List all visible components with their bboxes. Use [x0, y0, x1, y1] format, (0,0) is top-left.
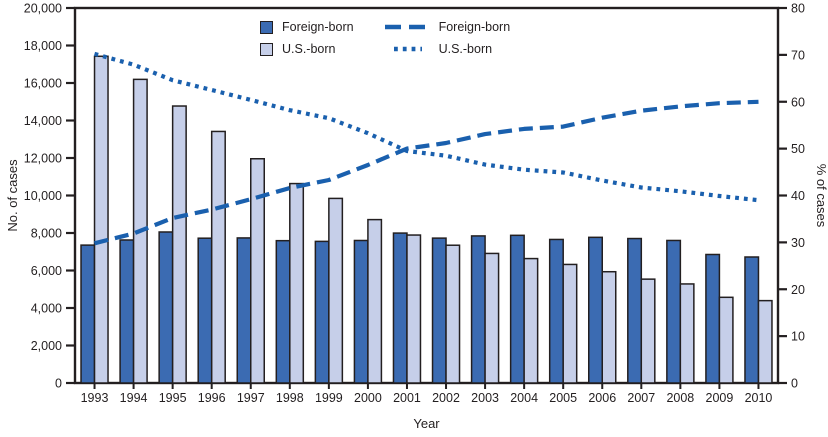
left-axis-tick-label: 16,000	[24, 77, 62, 91]
x-axis-tick-label: 1994	[120, 391, 148, 405]
x-axis-tick-label: 2006	[588, 391, 616, 405]
x-axis-tick-label: 1999	[315, 391, 343, 405]
right-axis-tick-label: 80	[791, 2, 805, 16]
bar	[548, 238, 564, 384]
bar	[509, 234, 525, 384]
bar	[392, 232, 408, 384]
left-axis-tick-label: 6,000	[31, 264, 62, 278]
foreign-born-bar-swatch-icon	[260, 20, 273, 34]
bar	[718, 296, 734, 384]
bar	[601, 270, 617, 384]
bar	[80, 244, 96, 384]
x-axis-tick-label: 2001	[393, 391, 421, 405]
legend-item-bar-us-born: U.S.-born	[260, 42, 354, 56]
right-axis-tick-label: 20	[791, 283, 805, 297]
bar	[445, 244, 461, 384]
bar	[757, 299, 773, 384]
left-axis-tick-label: 12,000	[24, 152, 62, 166]
bar	[289, 182, 305, 384]
left-axis-tick-label: 14,000	[24, 114, 62, 128]
legend-label: Foreign-born	[282, 20, 354, 34]
x-axis-tick-label: 1998	[276, 391, 304, 405]
bar	[666, 239, 682, 384]
bar	[705, 253, 721, 384]
right-axis-tick-label: 0	[791, 377, 798, 391]
bar	[119, 239, 135, 384]
bar	[171, 105, 187, 384]
x-axis-tick-label: 2002	[432, 391, 460, 405]
right-axis-title: % of cases	[814, 164, 828, 228]
legend-item-bar-foreign-born: Foreign-born	[260, 20, 354, 34]
left-axis-tick-label: 0	[55, 377, 62, 391]
chart-legend: Foreign-born Foreign-born U.S.-born U.S.…	[260, 20, 510, 56]
legend-item-line-us-born: U.S.-born	[384, 42, 511, 56]
dashed-line-sample-icon	[384, 24, 429, 30]
right-axis-tick-label: 60	[791, 95, 805, 109]
x-axis-tick-label: 2007	[627, 391, 655, 405]
bar	[640, 278, 656, 384]
bar	[236, 237, 252, 384]
x-axis-tick-label: 1995	[159, 391, 187, 405]
left-axis-tick-label: 8,000	[31, 227, 62, 241]
left-axis-title: No. of cases	[5, 159, 20, 232]
bar	[197, 237, 213, 384]
bar	[250, 158, 265, 384]
bar	[431, 237, 447, 384]
left-axis-tick-label: 10,000	[24, 189, 62, 203]
right-axis-tick-label: 70	[791, 48, 805, 62]
bar	[744, 256, 760, 384]
legend-label: Foreign-born	[438, 20, 511, 34]
bar	[93, 55, 109, 384]
x-axis-tick-label: 1996	[198, 391, 226, 405]
bar	[328, 197, 344, 384]
bar	[353, 239, 369, 384]
x-axis-tick-label: 2009	[706, 391, 734, 405]
x-axis-tick-label: 1997	[237, 391, 265, 405]
right-axis-tick-label: 10	[791, 330, 805, 344]
left-axis-tick-label: 20,000	[24, 2, 62, 16]
bar	[627, 237, 643, 384]
line-foreign-born	[93, 99, 759, 246]
dotted-line-sample-icon	[393, 46, 422, 52]
left-axis-tick-label: 18,000	[24, 39, 62, 53]
right-axis-tick-label: 50	[791, 142, 805, 156]
bar	[588, 236, 603, 384]
bar	[484, 252, 500, 384]
x-axis-tick-label: 2004	[510, 391, 538, 405]
x-axis-tick-label: 2005	[549, 391, 577, 405]
x-axis-tick-label: 2010	[745, 391, 773, 405]
x-axis-tick-label: 2003	[471, 391, 499, 405]
x-axis-tick-label: 2008	[666, 391, 694, 405]
x-axis-tick-label: 2000	[354, 391, 382, 405]
left-axis-tick-label: 4,000	[31, 302, 62, 316]
bar	[275, 239, 291, 384]
us-born-bar-swatch-icon	[260, 42, 273, 56]
bar	[367, 218, 383, 384]
line-us-born	[93, 51, 759, 203]
bar-series-us-born	[93, 55, 773, 384]
bar	[210, 130, 226, 384]
bar	[158, 231, 174, 384]
bar	[314, 240, 330, 384]
x-axis-title: Year	[413, 416, 440, 431]
left-axis-tick-label: 2,000	[31, 339, 62, 353]
bar	[562, 263, 578, 384]
right-axis-tick-label: 40	[791, 189, 805, 203]
bar	[406, 234, 422, 384]
legend-label: U.S.-born	[282, 42, 336, 56]
bar	[523, 257, 539, 384]
bar	[470, 235, 486, 384]
right-axis-tick-label: 30	[791, 236, 805, 250]
legend-item-line-foreign-born: Foreign-born	[384, 20, 511, 34]
legend-label: U.S.-born	[438, 42, 493, 56]
x-axis-tick-label: 1993	[81, 391, 109, 405]
bar	[679, 283, 695, 384]
